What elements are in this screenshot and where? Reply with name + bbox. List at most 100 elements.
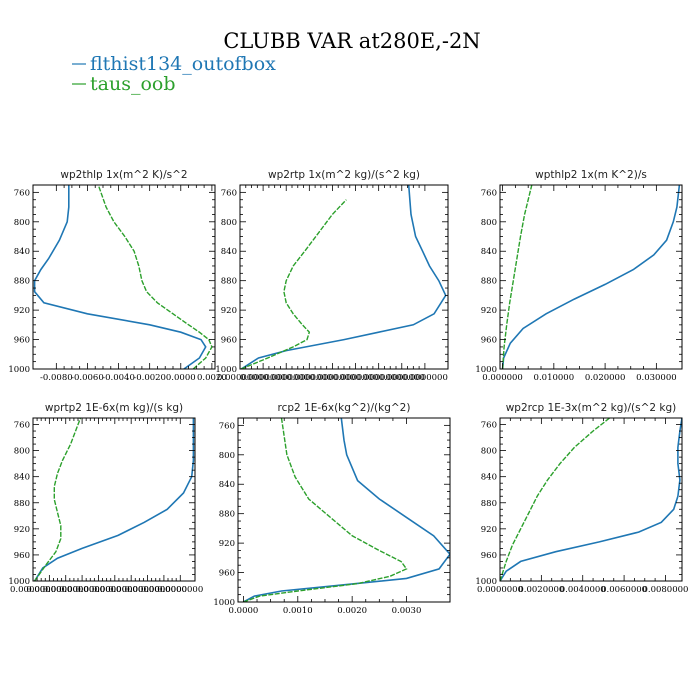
x-tick-label: 0.0030 — [392, 606, 422, 616]
x-tick-label: 0.0000000 — [240, 373, 286, 383]
x-tick-label: 0.0000000 — [309, 373, 355, 383]
plot-frame — [499, 417, 683, 582]
x-tick-label: 0.0000000 — [477, 585, 523, 595]
y-tick-label: 800 — [221, 218, 237, 228]
x-tick-label: 0.0020 — [337, 606, 367, 616]
panel-title: wp2rcp 1E-3x(m^2 kg)/(s^2 kg) — [506, 402, 677, 414]
x-tick-label: -0.0040 — [102, 373, 135, 383]
x-tick-label: 0.0000000 — [108, 585, 154, 595]
y-tick-label: 800 — [481, 218, 497, 228]
series-line-2 — [34, 418, 82, 581]
series-line-2 — [240, 199, 347, 369]
y-tick-label: 960 — [221, 336, 237, 346]
x-tick-label: 0.020000 — [585, 373, 626, 383]
x-tick-label: 0.0000 — [229, 606, 259, 616]
y-tick-label: 800 — [14, 447, 30, 457]
y-tick-label: 920 — [219, 539, 235, 549]
y-tick-label: 880 — [481, 277, 497, 287]
x-tick-label: 0.0000000 — [402, 373, 448, 383]
y-tick-label: 960 — [219, 569, 235, 579]
panel-6: wp2rcp 1E-3x(m^2 kg)/(s^2 kg) 760 800 840 88… — [475, 402, 688, 595]
panel-title: wp2thlp 1x(m^2 K)/s^2 — [60, 169, 187, 181]
x-tick-label: 0.0080000 — [642, 585, 688, 595]
y-tick-label: 960 — [14, 336, 30, 346]
y-tick-label: 920 — [221, 306, 237, 316]
x-tick-label: 0.0000000 — [157, 585, 203, 595]
x-tick-label: 0.0000000 — [141, 585, 187, 595]
y-tick-label: 840 — [481, 473, 497, 483]
x-tick-label: 0.0000000 — [333, 373, 379, 383]
x-tick-label: 0.0020000 — [518, 585, 564, 595]
panel-1: wp2thlp 1x(m^2 K)/s^2 760 800 840 880 920 960 1… — [8, 169, 226, 383]
x-tick-label: 0.0000 — [166, 373, 196, 383]
x-tick-label: 0.0000000 — [217, 373, 263, 383]
panel-2: wp2rtp 1x(m^2 kg)/(s^2 kg) 760 800 840 880 92… — [215, 169, 449, 383]
legend-label-1: flthist134_outofbox — [90, 53, 276, 75]
plot-frame — [32, 417, 196, 582]
x-tick-label: 0.0000000 — [59, 585, 105, 595]
y-tick-label: 1000 — [215, 365, 237, 375]
panel-title: wpthlp2 1x(m K^2)/s — [535, 169, 647, 181]
y-tick-label: 880 — [14, 499, 30, 509]
x-tick-label: 0.0000000 — [125, 585, 171, 595]
legend: flthist134_outofbox taus_oob — [72, 53, 276, 95]
panel-4: wprtp2 1E-6x(m kg)/(s kg) 760 800 840 880 920… — [8, 402, 203, 595]
x-tick-label: -0.0080 — [40, 373, 73, 383]
series-line-2 — [97, 185, 213, 369]
y-tick-label: 960 — [14, 551, 30, 561]
y-tick-label: 880 — [221, 277, 237, 287]
x-tick-label: 0.0000000 — [379, 373, 425, 383]
x-tick-label: 0.0040000 — [560, 585, 606, 595]
series-line-1 — [33, 185, 207, 369]
series-line-1 — [500, 418, 682, 581]
y-tick-label: 1000 — [8, 365, 30, 375]
y-tick-label: 760 — [221, 188, 237, 198]
x-tick-label: 0.0000000 — [43, 585, 89, 595]
x-tick-label: 0.030000 — [636, 373, 677, 383]
y-tick-label: 760 — [481, 188, 497, 198]
plot-frame — [499, 184, 683, 370]
x-tick-label: 0.010000 — [534, 373, 575, 383]
x-tick-label: 0.0000000 — [10, 585, 56, 595]
panels: wp2thlp 1x(m^2 K)/s^2 760 800 840 880 920 960 1… — [8, 169, 688, 616]
x-tick-label: -0.0060 — [71, 373, 104, 383]
series-line-1 — [33, 418, 195, 581]
y-tick-label: 800 — [14, 218, 30, 228]
y-tick-label: 1000 — [475, 577, 497, 587]
y-tick-label: 880 — [219, 510, 235, 520]
series-line-2 — [243, 418, 408, 602]
panel-title: wprtp2 1E-6x(m kg)/(s kg) — [45, 402, 183, 414]
y-tick-label: 920 — [14, 306, 30, 316]
y-tick-label: 800 — [219, 451, 235, 461]
plot-frame — [239, 184, 449, 370]
plot-frame — [237, 417, 451, 603]
y-tick-label: 1000 — [475, 365, 497, 375]
y-tick-label: 1000 — [213, 598, 235, 608]
x-tick-label: 0.0000000 — [263, 373, 309, 383]
y-tick-label: 960 — [481, 551, 497, 561]
series-line-2 — [500, 418, 611, 581]
panel-title: wp2rtp 1x(m^2 kg)/(s^2 kg) — [268, 169, 420, 181]
series-line-1 — [243, 418, 450, 602]
y-tick-label: 840 — [14, 473, 30, 483]
x-tick-label: 0.0020 — [197, 373, 227, 383]
y-tick-label: 840 — [14, 247, 30, 257]
panel-title: rcp2 1E-6x(kg^2)/(kg^2) — [278, 402, 411, 414]
y-tick-label: 760 — [14, 421, 30, 431]
y-tick-label: 800 — [481, 447, 497, 457]
panel-3: wpthlp2 1x(m K^2)/s 760 800 840 880 920 960 100… — [475, 169, 683, 383]
y-tick-label: 1000 — [8, 577, 30, 587]
y-tick-label: 760 — [219, 421, 235, 431]
y-tick-label: 840 — [481, 247, 497, 257]
y-tick-label: 880 — [14, 277, 30, 287]
x-tick-label: -0.0020 — [133, 373, 166, 383]
panel-5: rcp2 1E-6x(kg^2)/(kg^2) 760 800 840 880 920 96… — [213, 402, 451, 616]
y-tick-label: 960 — [481, 336, 497, 346]
y-tick-label: 880 — [481, 499, 497, 509]
legend-label-2: taus_oob — [90, 73, 176, 95]
x-tick-label: 0.0000000 — [26, 585, 72, 595]
y-tick-label: 840 — [221, 247, 237, 257]
series-line-2 — [501, 185, 533, 369]
plot-frame — [32, 184, 216, 370]
